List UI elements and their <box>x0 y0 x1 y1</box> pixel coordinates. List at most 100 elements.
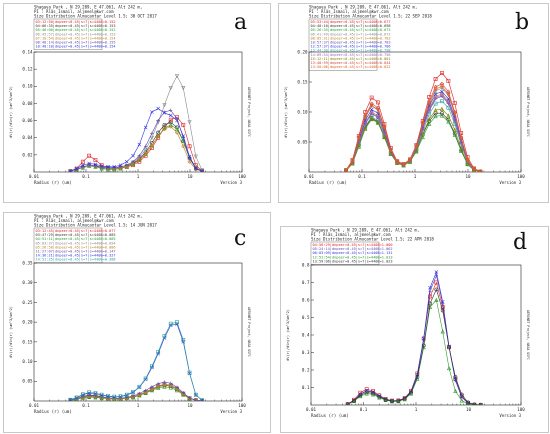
chart-a-series-5-point <box>143 151 148 157</box>
chart-c-x-tick-label: 0.1 <box>82 403 90 408</box>
chart-c-x-tick-label: 1 <box>137 403 140 408</box>
chart-a-series-7-point <box>200 169 204 172</box>
chart-c-series-8-point <box>80 392 85 397</box>
chart-d-series-4-point <box>446 365 452 371</box>
chart-b-y-tick-label: 0.10 <box>297 109 308 114</box>
chart-d-legend-entry: 06:03:09|dnpeer=0.45|s=7|s=4408=1.131 <box>313 251 393 255</box>
chart-b-x-tick-label: 1 <box>414 174 417 179</box>
chart-a-series-7-point <box>118 163 123 167</box>
chart-a-series-7-point <box>175 118 179 123</box>
chart-b-legend-entry: 15:12:11|dnpeer=0.45|s=7|s=4408=0.801 <box>311 57 391 61</box>
chart-panel-d: Shagaya_Park , N 29.209, E 47.061, Alt 2… <box>280 226 549 433</box>
chart-d-y-tick-label: 0.6 <box>302 297 310 302</box>
chart-a-series-6-point <box>87 163 91 167</box>
chart-d-y-tick-label: 0.3 <box>302 350 310 355</box>
chart-b-series-8-point <box>446 105 451 110</box>
chart-c-legend-box <box>33 227 103 263</box>
chart-d-legend: 04:56:29|dnpeer=0.45|s=7|s=4408=1.00005:… <box>310 241 393 265</box>
chart-c-series-8-point <box>149 364 154 369</box>
chart-d-legend-entry: 13:59:06|dnpeer=0.45|s=7|s=4408=1.023 <box>313 259 393 263</box>
chart-c-series-5-point <box>174 387 180 392</box>
chart-a-series-7-point <box>181 134 186 138</box>
chart-d-series-4-point <box>377 395 382 400</box>
chart-b-series-12-point <box>382 126 387 131</box>
chart-b-series-10-point <box>350 161 355 166</box>
chart-d-series-1-point <box>428 294 432 299</box>
chart-b-series-10-point <box>465 161 470 166</box>
chart-a-series-5-point <box>174 130 180 135</box>
chart-c-series-3-point <box>162 384 167 389</box>
chart-c-header-line: Size Distribution Almucantar Level 1.5; … <box>34 222 157 227</box>
chart-a-legend-entry: 10:40:10|dnpeer=0.45|s=7|s=4408=0.154 <box>36 45 116 49</box>
chart-d-series-4-point <box>346 402 350 405</box>
chart-c-legend-entry: 03:12:45|dnpeer=0.45|s=7|s=4408=0.077 <box>36 229 116 233</box>
chart-b-header-line: PI : Alas_Ismail, aljmeel@kwr.com <box>309 9 389 14</box>
chart-b-series-10-point <box>375 119 381 125</box>
chart-c-series-6-point <box>162 380 167 384</box>
chart-c-series-8-point <box>193 392 198 397</box>
chart-c-series-8-point <box>118 394 123 399</box>
chart-c-series-6-line <box>70 381 203 401</box>
chart-c-y-tick-label: 0.10 <box>22 359 33 364</box>
chart-b-series-12-point <box>363 114 368 120</box>
chart-d-series-5-point <box>345 402 350 405</box>
chart-a-series-4-point <box>174 74 180 79</box>
chart-c-x-axis-label: Radius (r) (um) <box>34 409 72 414</box>
chart-d-x-tick-label: 1 <box>415 407 418 412</box>
chart-c-y-tick-label: 0.35 <box>22 260 33 265</box>
chart-a-series-7-point <box>112 165 117 169</box>
chart-a-series-7-point <box>81 163 85 167</box>
chart-b-series-10-point <box>356 143 361 148</box>
chart-b-series-10-point <box>369 116 374 121</box>
chart-a-series-5-point <box>187 159 192 164</box>
chart-c-series-6-point <box>187 396 192 400</box>
chart-c-series-6-point <box>131 394 135 398</box>
chart-a-series-6-point <box>156 118 160 123</box>
chart-b-series-9-point <box>369 111 374 116</box>
chart-b-series-11-point <box>446 89 451 94</box>
chart-a-y-tick-label: 0.14 <box>22 49 33 54</box>
chart-d-series-5-line <box>347 288 481 405</box>
chart-b-series-3-point <box>427 121 432 126</box>
chart-a-series-7-point <box>99 164 104 168</box>
chart-c-series-8-point <box>106 393 110 398</box>
chart-b-legend-entry: 13:40:59|dnpeer=0.45|s=7|s=4408=0.844 <box>311 61 391 65</box>
chart-b-series-12-point <box>343 168 349 172</box>
chart-a-series-5-point <box>124 164 129 169</box>
chart-b-series-10-point <box>363 125 368 131</box>
chart-c-series-8-point <box>137 384 142 389</box>
chart-c-series-3-point <box>168 385 173 390</box>
chart-c-svg: Shagaya_Park , N 29.209, E 47.061, Alt 2… <box>9 214 251 415</box>
chart-b-series-8-point <box>420 129 425 134</box>
chart-b-series-9-point <box>427 107 432 112</box>
chart-c-legend: 03:12:45|dnpeer=0.45|s=7|s=4408=0.07703:… <box>33 227 116 263</box>
chart-c-legend-entry: 04:51:11|dnpeer=0.45|s=7|s=4408=0.085 <box>36 237 116 241</box>
chart-b-series-7-point <box>440 89 444 94</box>
chart-a-y-axis-label: dV(r)/dln(r) (um^3/um^2) <box>9 86 13 138</box>
chart-c-series-group <box>68 320 205 401</box>
chart-b-series-10-point <box>414 148 419 153</box>
chart-c-series-6-point <box>175 385 179 389</box>
chart-c-series-8-point <box>175 320 179 325</box>
chart-b-series-1-point <box>440 71 444 75</box>
chart-a-series-6-point <box>175 117 179 121</box>
chart-a-x-tick-label: 10 <box>187 174 193 179</box>
chart-a-series-6-point <box>93 164 98 168</box>
chart-a-x-tick-label: 100 <box>238 174 246 179</box>
chart-d-series-5-point <box>402 396 407 401</box>
chart-b-series-7-point <box>369 107 374 112</box>
chart-b-series-10-point <box>420 131 425 137</box>
chart-a-series-1-point <box>80 159 85 164</box>
chart-a-series-6-point <box>137 154 141 158</box>
chart-c-series-8-point <box>112 394 117 399</box>
chart-a-panel-label: a <box>234 10 247 35</box>
chart-d-series-3-point <box>434 270 439 274</box>
chart-a-x-tick-label: 1 <box>137 174 140 179</box>
chart-a-series-7-point <box>68 169 73 172</box>
chart-a-series-4-point <box>181 86 186 91</box>
chart-c-series-8-point <box>181 337 186 342</box>
chart-d-y-tick-label: 0.1 <box>302 385 310 390</box>
chart-c-series-8-point <box>68 397 73 401</box>
chart-b-side-credit: AERONET Project, NASA GSFC <box>526 87 530 137</box>
chart-a-series-1-point <box>168 117 173 122</box>
